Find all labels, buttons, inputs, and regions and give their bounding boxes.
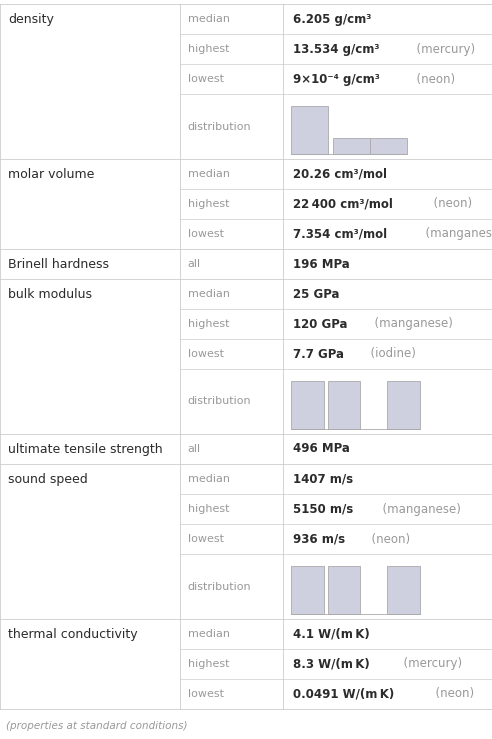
Bar — [388, 381, 420, 429]
Text: (neon): (neon) — [409, 72, 455, 86]
Text: Brinell hardness: Brinell hardness — [8, 258, 109, 271]
Text: distribution: distribution — [187, 397, 251, 406]
Text: 4.1 W/(m K): 4.1 W/(m K) — [293, 627, 369, 641]
Text: highest: highest — [187, 504, 229, 514]
Text: 0.0491 W/(m K): 0.0491 W/(m K) — [293, 687, 394, 701]
Bar — [291, 106, 328, 154]
Text: 7.354 cm³/mol: 7.354 cm³/mol — [293, 228, 387, 240]
Text: 196 MPa: 196 MPa — [293, 257, 350, 270]
Text: (manganese): (manganese) — [374, 503, 461, 516]
Text: (iodine): (iodine) — [363, 347, 416, 361]
Text: sound speed: sound speed — [8, 473, 88, 486]
Text: highest: highest — [187, 659, 229, 669]
Text: 25 GPa: 25 GPa — [293, 287, 339, 301]
Text: (mercury): (mercury) — [396, 658, 462, 670]
Bar — [334, 137, 370, 154]
Text: median: median — [187, 169, 230, 179]
Text: 6.205 g/cm³: 6.205 g/cm³ — [293, 13, 371, 26]
Text: (neon): (neon) — [426, 197, 472, 211]
Text: median: median — [187, 14, 230, 24]
Text: (neon): (neon) — [364, 533, 410, 545]
Text: median: median — [187, 289, 230, 299]
Text: (neon): (neon) — [428, 687, 474, 701]
Text: 20.26 cm³/mol: 20.26 cm³/mol — [293, 168, 387, 180]
Text: density: density — [8, 13, 54, 26]
Text: highest: highest — [187, 199, 229, 209]
Text: 936 m/s: 936 m/s — [293, 533, 345, 545]
Text: 1407 m/s: 1407 m/s — [293, 472, 353, 486]
Bar — [328, 381, 361, 429]
Bar — [291, 381, 324, 429]
Text: (manganese): (manganese) — [418, 228, 492, 240]
Text: 7.7 GPa: 7.7 GPa — [293, 347, 344, 361]
Bar — [388, 566, 420, 614]
Text: 496 MPa: 496 MPa — [293, 443, 350, 455]
Text: 22 400 cm³/mol: 22 400 cm³/mol — [293, 197, 393, 211]
Text: lowest: lowest — [187, 349, 223, 359]
Text: ultimate tensile strength: ultimate tensile strength — [8, 443, 163, 456]
Text: lowest: lowest — [187, 74, 223, 84]
Bar — [291, 566, 324, 614]
Bar — [328, 566, 361, 614]
Text: median: median — [187, 474, 230, 484]
Bar — [370, 137, 407, 154]
Text: 5150 m/s: 5150 m/s — [293, 503, 353, 516]
Text: lowest: lowest — [187, 229, 223, 239]
Text: distribution: distribution — [187, 582, 251, 591]
Text: bulk modulus: bulk modulus — [8, 288, 92, 301]
Text: (manganese): (manganese) — [367, 318, 453, 330]
Text: median: median — [187, 629, 230, 639]
Text: thermal conductivity: thermal conductivity — [8, 628, 138, 641]
Text: highest: highest — [187, 319, 229, 329]
Text: molar volume: molar volume — [8, 168, 94, 181]
Text: 8.3 W/(m K): 8.3 W/(m K) — [293, 658, 369, 670]
Text: lowest: lowest — [187, 689, 223, 699]
Text: lowest: lowest — [187, 534, 223, 544]
Text: 13.534 g/cm³: 13.534 g/cm³ — [293, 43, 379, 55]
Text: all: all — [187, 259, 201, 269]
Text: 9×10⁻⁴ g/cm³: 9×10⁻⁴ g/cm³ — [293, 72, 380, 86]
Text: 120 GPa: 120 GPa — [293, 318, 347, 330]
Text: all: all — [187, 444, 201, 454]
Text: highest: highest — [187, 44, 229, 54]
Text: distribution: distribution — [187, 121, 251, 132]
Text: (mercury): (mercury) — [408, 43, 475, 55]
Text: (properties at standard conditions): (properties at standard conditions) — [6, 721, 187, 731]
